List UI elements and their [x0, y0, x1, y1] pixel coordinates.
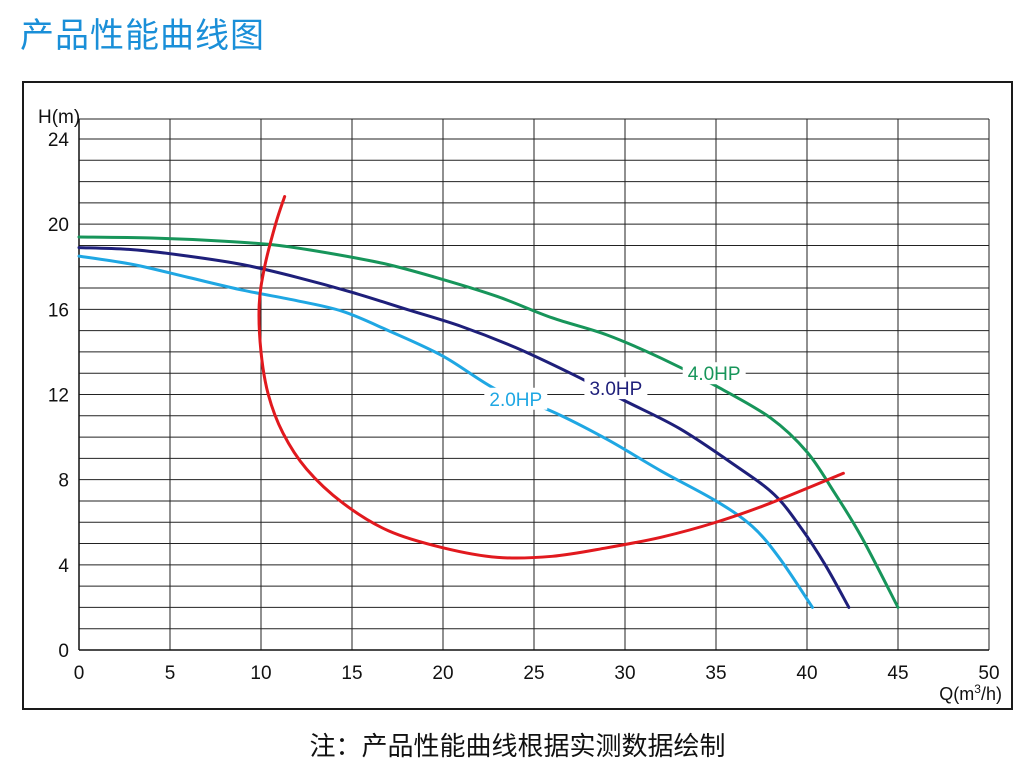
footnote: 注：产品性能曲线根据实测数据绘制 — [309, 732, 726, 762]
x-tick-label: 10 — [250, 663, 271, 684]
y-tick-label: 24 — [48, 130, 70, 151]
x-tick-label: 35 — [705, 663, 726, 684]
x-tick-label: 30 — [614, 663, 635, 684]
y-tick-label: 8 — [58, 471, 69, 492]
x-tick-label: 20 — [432, 663, 453, 684]
x-tick-label: 40 — [796, 663, 817, 684]
series-label-bg — [484, 387, 548, 410]
series-label: 4.0HP — [688, 364, 741, 385]
y-tick-label: 16 — [48, 300, 69, 321]
x-tick-label: 15 — [341, 663, 362, 684]
x-tick-label: 0 — [74, 663, 85, 684]
series-line-40hp — [77, 235, 900, 609]
series-line-20hp — [77, 254, 814, 609]
x-tick-label: 45 — [887, 663, 908, 684]
y-tick-label: 4 — [58, 556, 69, 577]
series-label-bg — [584, 377, 648, 400]
series-label-bg — [682, 362, 746, 385]
x-tick-label: 25 — [523, 663, 544, 684]
y-tick-label: 0 — [58, 641, 69, 662]
y-tick-label: 12 — [48, 386, 69, 407]
performance-chart: 0 5 10 15 20 25 30 35 40 45 50 0 4 8 12 16 20 24H(m) Q(m3/… — [38, 107, 1002, 704]
x-tick-label: 5 — [165, 663, 176, 684]
series-line-30hp — [77, 246, 851, 609]
y-tick-label: 20 — [48, 215, 69, 236]
chart-frame: 0 5 10 15 20 25 30 35 40 45 50 0 4 8 12 16 20 24 H(m) Q(m3/… — [22, 81, 1013, 710]
x-tick-label: 50 — [978, 663, 999, 684]
series-label: 3.0HP — [589, 379, 642, 400]
series-label: 2.0HP — [489, 390, 542, 411]
x-axis-label: Q(m3/h) — [939, 682, 1002, 704]
y-axis-label: H(m) — [38, 107, 80, 128]
page-title: 产品性能曲线图 — [20, 16, 265, 56]
series-line-red-curve — [257, 194, 845, 560]
